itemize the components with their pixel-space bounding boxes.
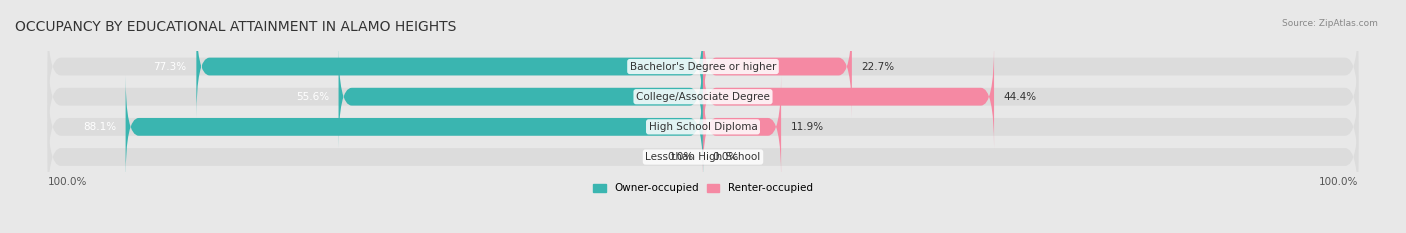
FancyBboxPatch shape [339, 45, 703, 148]
Legend: Owner-occupied, Renter-occupied: Owner-occupied, Renter-occupied [593, 183, 813, 193]
Text: OCCUPANCY BY EDUCATIONAL ATTAINMENT IN ALAMO HEIGHTS: OCCUPANCY BY EDUCATIONAL ATTAINMENT IN A… [15, 20, 457, 34]
Text: 88.1%: 88.1% [83, 122, 115, 132]
Text: Source: ZipAtlas.com: Source: ZipAtlas.com [1282, 19, 1378, 28]
Text: 44.4%: 44.4% [1004, 92, 1036, 102]
FancyBboxPatch shape [48, 75, 1358, 178]
FancyBboxPatch shape [48, 45, 1358, 148]
Text: College/Associate Degree: College/Associate Degree [636, 92, 770, 102]
Text: 77.3%: 77.3% [153, 62, 187, 72]
Text: 22.7%: 22.7% [862, 62, 894, 72]
Text: 55.6%: 55.6% [295, 92, 329, 102]
FancyBboxPatch shape [48, 106, 1358, 209]
Text: Less than High School: Less than High School [645, 152, 761, 162]
Text: 100.0%: 100.0% [48, 177, 87, 187]
Text: 0.0%: 0.0% [666, 152, 693, 162]
Text: 11.9%: 11.9% [790, 122, 824, 132]
FancyBboxPatch shape [48, 15, 1358, 118]
FancyBboxPatch shape [703, 45, 994, 148]
FancyBboxPatch shape [125, 75, 703, 178]
Text: Bachelor's Degree or higher: Bachelor's Degree or higher [630, 62, 776, 72]
FancyBboxPatch shape [703, 75, 782, 178]
FancyBboxPatch shape [197, 15, 703, 118]
Text: 0.0%: 0.0% [713, 152, 740, 162]
Text: High School Diploma: High School Diploma [648, 122, 758, 132]
Text: 100.0%: 100.0% [1319, 177, 1358, 187]
FancyBboxPatch shape [703, 15, 852, 118]
